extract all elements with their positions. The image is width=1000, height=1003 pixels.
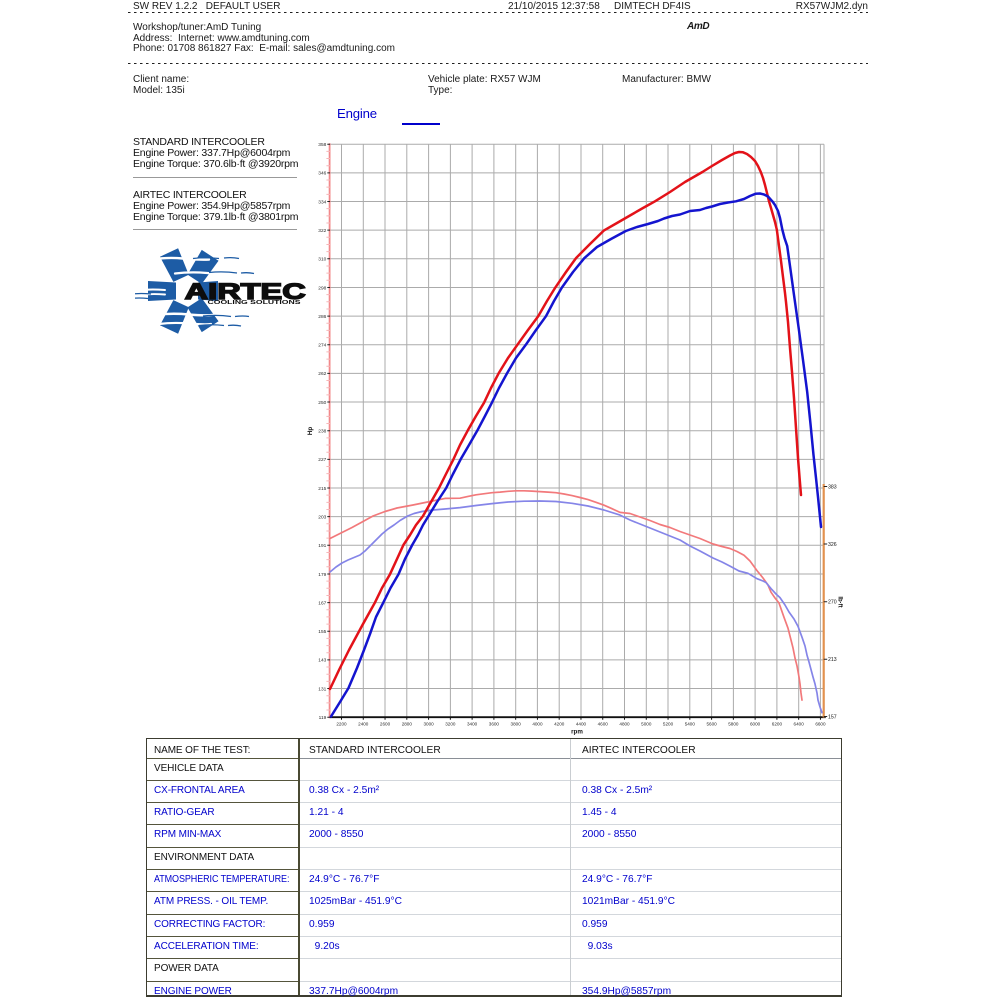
svg-text:2800: 2800 <box>402 722 413 727</box>
svg-text:5800: 5800 <box>728 722 739 727</box>
svg-text:310: 310 <box>318 257 326 263</box>
svg-text:155: 155 <box>318 629 326 635</box>
svg-text:6000: 6000 <box>750 722 761 727</box>
svg-text:COOLING SOLUTIONS: COOLING SOLUTIONS <box>208 300 302 306</box>
svg-text:191: 191 <box>318 543 326 549</box>
svg-text:2200: 2200 <box>336 722 347 727</box>
svg-text:6200: 6200 <box>772 722 783 727</box>
svg-text:250: 250 <box>318 400 326 406</box>
svg-text:203: 203 <box>318 514 326 520</box>
svg-text:383: 383 <box>828 484 837 490</box>
svg-text:5400: 5400 <box>685 722 696 727</box>
svg-text:167: 167 <box>318 600 326 606</box>
svg-text:286: 286 <box>318 314 326 320</box>
svg-text:4000: 4000 <box>532 722 543 727</box>
svg-text:213: 213 <box>828 657 837 663</box>
svg-text:6600: 6600 <box>815 722 826 727</box>
svg-text:143: 143 <box>318 658 326 664</box>
svg-text:346: 346 <box>318 171 326 177</box>
svg-text:238: 238 <box>318 429 326 435</box>
svg-text:3600: 3600 <box>489 722 500 727</box>
svg-text:AIRTEC: AIRTEC <box>185 279 306 304</box>
svg-text:358: 358 <box>318 142 326 148</box>
svg-text:334: 334 <box>318 199 326 205</box>
svg-text:4800: 4800 <box>619 722 630 727</box>
svg-text:rpm: rpm <box>571 729 583 736</box>
svg-text:lb·ft: lb·ft <box>837 596 843 607</box>
svg-text:3200: 3200 <box>445 722 456 727</box>
svg-text:179: 179 <box>318 572 326 578</box>
svg-text:3400: 3400 <box>467 722 478 727</box>
svg-text:5200: 5200 <box>663 722 674 727</box>
svg-text:274: 274 <box>318 343 326 349</box>
svg-text:119: 119 <box>319 715 327 721</box>
svg-text:157: 157 <box>828 714 837 720</box>
svg-text:326: 326 <box>828 542 837 548</box>
svg-text:215: 215 <box>318 486 326 492</box>
svg-text:3000: 3000 <box>423 722 434 727</box>
svg-text:3800: 3800 <box>511 722 522 727</box>
svg-text:262: 262 <box>318 371 326 377</box>
svg-text:298: 298 <box>318 285 326 291</box>
svg-text:322: 322 <box>318 228 326 234</box>
svg-text:Hp: Hp <box>307 427 314 435</box>
svg-text:4600: 4600 <box>598 722 609 727</box>
svg-text:2400: 2400 <box>358 722 369 727</box>
svg-text:131: 131 <box>318 686 326 692</box>
svg-text:227: 227 <box>318 457 326 463</box>
svg-text:2600: 2600 <box>380 722 391 727</box>
svg-text:4200: 4200 <box>554 722 565 727</box>
svg-text:4400: 4400 <box>576 722 587 727</box>
svg-text:5000: 5000 <box>641 722 652 727</box>
svg-text:6400: 6400 <box>794 722 805 727</box>
svg-text:5600: 5600 <box>706 722 717 727</box>
svg-text:270: 270 <box>828 600 837 606</box>
